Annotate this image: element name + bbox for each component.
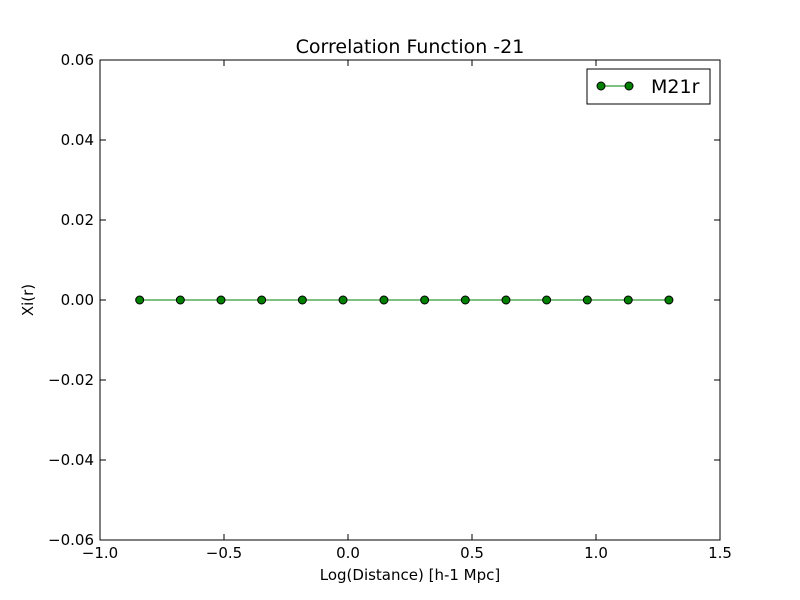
legend: M21r — [586, 68, 711, 105]
y-tick-label: −0.06 — [48, 531, 94, 549]
data-point — [460, 295, 470, 305]
y-tick-label: 0.06 — [61, 51, 94, 69]
data-point — [542, 295, 552, 305]
series-layer — [135, 295, 674, 305]
data-point — [338, 295, 348, 305]
y-tick-label: −0.02 — [48, 371, 94, 389]
x-tick-label: 0.0 — [336, 544, 360, 562]
legend-marker — [624, 81, 634, 91]
x-tick-label: −0.5 — [206, 544, 242, 562]
x-tick-label: −1.0 — [82, 544, 118, 562]
data-point — [297, 295, 307, 305]
data-point — [216, 295, 226, 305]
chart-title: Correlation Function -21 — [296, 36, 525, 58]
data-point — [664, 295, 674, 305]
ticks-layer: −1.0 −0.5 0.0 0.5 1.0 1.5 −0.06 −0.04 −0.02 0.00 0… — [48, 51, 732, 562]
x-axis-label: Log(Distance) [h-1 Mpc] — [320, 566, 501, 584]
data-point — [420, 295, 430, 305]
data-point — [135, 295, 145, 305]
y-tick-label: −0.04 — [48, 451, 94, 469]
y-tick-label: 0.04 — [61, 131, 94, 149]
legend-label-m21r: M21r — [651, 76, 700, 98]
data-point — [501, 295, 511, 305]
y-tick-label: 0.00 — [61, 291, 94, 309]
x-tick-label: 1.5 — [708, 544, 732, 562]
data-point — [257, 295, 267, 305]
data-point — [582, 295, 592, 305]
x-tick-label: 1.0 — [584, 544, 608, 562]
data-point — [379, 295, 389, 305]
x-tick-label: 0.5 — [460, 544, 484, 562]
y-axis-label: Xi(r) — [19, 284, 37, 316]
legend-marker — [596, 81, 606, 91]
data-point — [175, 295, 185, 305]
data-point — [623, 295, 633, 305]
y-tick-label: 0.02 — [61, 211, 94, 229]
